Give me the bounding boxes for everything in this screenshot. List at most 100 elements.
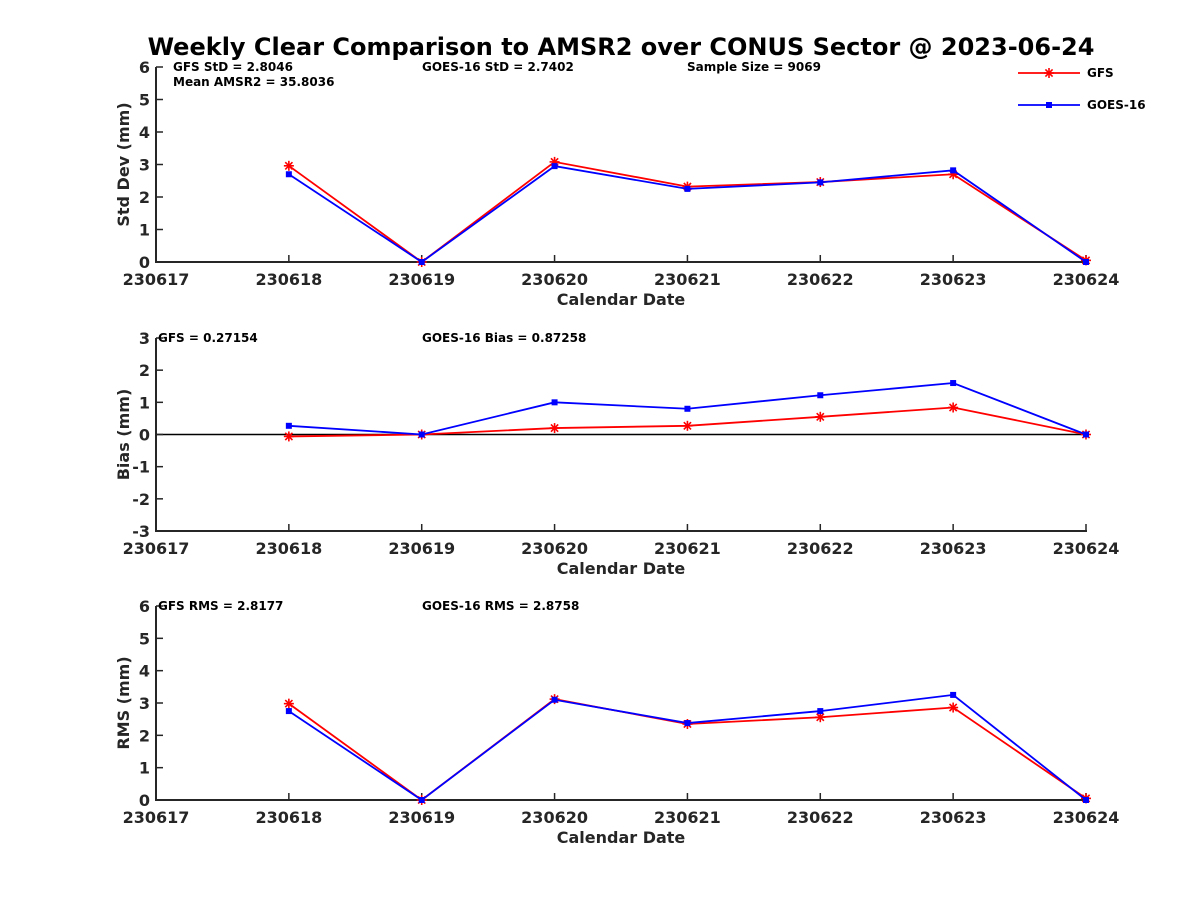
y-tick-label: 1: [139, 393, 150, 412]
y-tick-label: 4: [139, 662, 150, 681]
x-tick-label: 230623: [920, 539, 987, 558]
annotation: Sample Size = 9069: [687, 60, 821, 74]
x-tick-label: 230618: [255, 270, 322, 289]
y-tick-label: -3: [132, 522, 150, 541]
data-point-goes-16: [551, 696, 558, 703]
series-goes-16: [285, 691, 1089, 803]
y-tick-label: 2: [139, 188, 150, 207]
y-tick-label: 3: [139, 694, 150, 713]
y-tick-label: 1: [139, 221, 150, 240]
chart-panel-3: 0 1 2 3 4 5 6 230617 230618 230619 230620 230621 230…: [114, 597, 1119, 847]
x-tick-label: 230618: [255, 808, 322, 827]
x-tick-label: 230622: [787, 539, 854, 558]
legend-label: GOES-16: [1087, 98, 1146, 112]
data-point-gfs: [948, 702, 959, 713]
x-tick-label: 230620: [521, 808, 588, 827]
chart-title: Weekly Clear Comparison to AMSR2 over CO…: [148, 33, 1095, 61]
x-tick-label: 230621: [654, 539, 721, 558]
series-line-goes-16: [288, 165, 1087, 264]
y-axis-label: Std Dev (mm): [114, 102, 133, 226]
x-tick-label: 230622: [787, 808, 854, 827]
y-axis-label: Bias (mm): [114, 389, 133, 481]
data-point-goes-16: [684, 720, 691, 727]
y-axis-label: RMS (mm): [114, 656, 133, 749]
y-tick-label: 6: [139, 58, 150, 77]
data-point-goes-16: [285, 422, 292, 429]
x-tick-label: 230621: [654, 270, 721, 289]
y-tick-label: 3: [139, 156, 150, 175]
data-point-goes-16: [418, 431, 425, 438]
annotation: GOES-16 RMS = 2.8758: [422, 599, 579, 613]
data-point-goes-16: [684, 405, 691, 412]
x-tick-label: 230620: [521, 270, 588, 289]
annotation: GOES-16 StD = 2.7402: [422, 60, 574, 74]
data-point-goes-16: [1083, 797, 1089, 803]
data-point-goes-16: [950, 167, 957, 174]
data-point-gfs: [283, 431, 294, 442]
x-tick-label: 230617: [123, 539, 190, 558]
x-tick-label: 230617: [123, 270, 190, 289]
legend-label: GFS: [1087, 66, 1114, 80]
y-tick-label: 5: [139, 91, 150, 110]
x-tick-label: 230623: [920, 270, 987, 289]
y-tick-label: -1: [132, 458, 150, 477]
chart-panel-1: 0 1 2 3 4 5 6 230617 230618 230619 230620 230621 230…: [114, 58, 1119, 309]
data-point-goes-16: [817, 708, 824, 715]
y-tick-label: 4: [139, 123, 150, 142]
legend-item-goes-16: GOES-16: [1018, 98, 1146, 112]
annotation: GFS RMS = 2.8177: [158, 599, 283, 613]
series-line-gfs: [288, 160, 1087, 264]
data-point-gfs: [948, 402, 959, 413]
x-tick-label: 230624: [1053, 539, 1120, 558]
x-tick-label: 230621: [654, 808, 721, 827]
data-point-goes-16: [950, 380, 957, 387]
data-point-gfs: [549, 423, 560, 434]
x-axis-label: Calendar Date: [557, 559, 686, 578]
x-tick-label: 230619: [388, 270, 455, 289]
data-point-goes-16: [285, 708, 292, 715]
y-tick-label: 1: [139, 759, 150, 778]
data-point-gfs: [283, 160, 294, 171]
x-tick-label: 230618: [255, 539, 322, 558]
data-point-goes-16: [950, 691, 957, 698]
legend-marker: [1044, 68, 1054, 78]
x-tick-label: 230623: [920, 808, 987, 827]
y-tick-label: 2: [139, 726, 150, 745]
data-point-goes-16: [551, 163, 558, 170]
y-tick-label: 6: [139, 597, 150, 616]
chart-panel-2: -3 -2 -1 0 1 2 3 230617 230618 230619 230620 230621…: [114, 329, 1119, 578]
y-tick-label: 3: [139, 329, 150, 348]
legend-item-gfs: GFS: [1018, 66, 1114, 80]
x-tick-label: 230624: [1053, 808, 1120, 827]
y-tick-label: 0: [139, 253, 150, 272]
x-tick-label: 230622: [787, 270, 854, 289]
legend: GFS GOES-16: [1018, 66, 1146, 112]
data-point-gfs: [283, 698, 294, 709]
x-tick-label: 230617: [123, 808, 190, 827]
x-tick-label: 230624: [1053, 270, 1120, 289]
data-point-goes-16: [1083, 431, 1089, 438]
data-point-gfs: [815, 411, 826, 422]
x-axis-label: Calendar Date: [557, 290, 686, 309]
y-tick-label: 5: [139, 629, 150, 648]
annotation: Mean AMSR2 = 35.8036: [173, 75, 334, 89]
data-point-goes-16: [418, 259, 425, 265]
y-tick-label: -2: [132, 490, 150, 509]
series-line-gfs: [288, 698, 1087, 802]
series-line-goes-16: [288, 693, 1087, 802]
series-goes-16: [285, 163, 1089, 265]
annotation: GFS StD = 2.8046: [173, 60, 293, 74]
y-tick-label: 0: [139, 791, 150, 810]
y-tick-label: 0: [139, 426, 150, 445]
annotation: GOES-16 Bias = 0.87258: [422, 331, 586, 345]
x-tick-label: 230619: [388, 539, 455, 558]
legend-marker: [1046, 102, 1052, 108]
x-tick-label: 230619: [388, 808, 455, 827]
data-point-goes-16: [684, 185, 691, 192]
y-tick-label: 2: [139, 361, 150, 380]
data-point-goes-16: [817, 392, 824, 399]
x-tick-label: 230620: [521, 539, 588, 558]
data-point-gfs: [682, 420, 693, 431]
